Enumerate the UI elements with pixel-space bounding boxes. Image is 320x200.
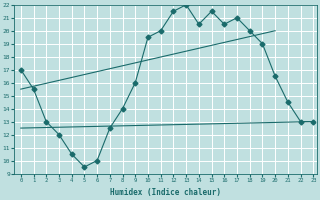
X-axis label: Humidex (Indice chaleur): Humidex (Indice chaleur) (110, 188, 221, 197)
